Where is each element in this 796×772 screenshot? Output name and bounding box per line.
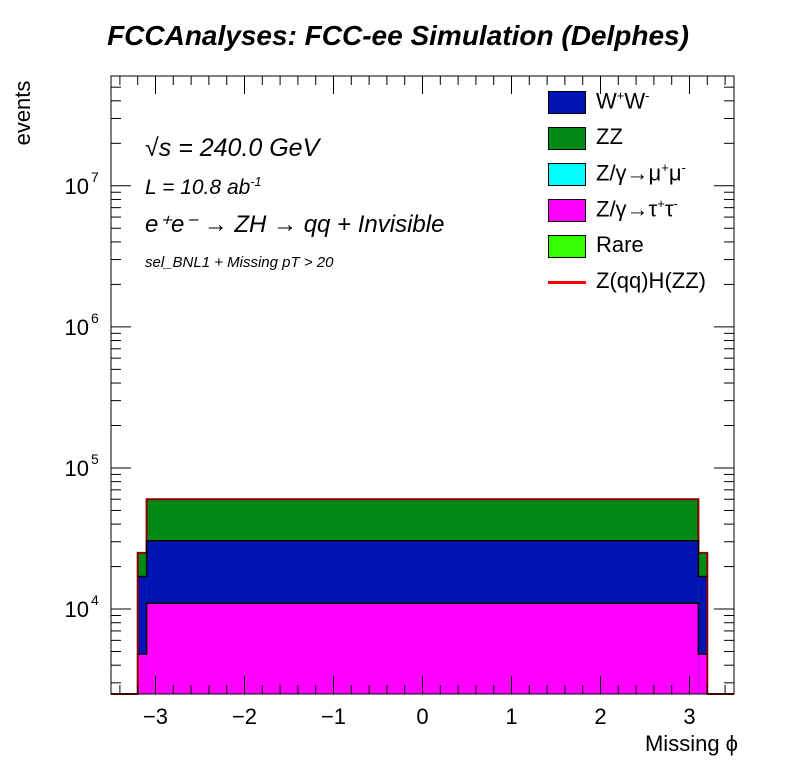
legend-entry: W+W-	[548, 88, 738, 116]
legend-label-part: Z/γ→τ	[596, 196, 658, 222]
legend-box-swatch	[548, 199, 586, 222]
process-annotation: e⁺e⁻ → ZH → qq + Invisible	[145, 211, 445, 238]
legend-label-part: +	[661, 160, 669, 175]
x-tick-label: 1	[505, 704, 517, 729]
legend-box-swatch	[548, 163, 586, 186]
legend-entry: ZZ	[548, 124, 738, 152]
y-tick-label-base: 10	[65, 597, 89, 622]
y-tick-label-exp: 7	[91, 169, 99, 185]
x-axis-label: Missing ϕ	[644, 731, 738, 756]
legend-box-swatch	[548, 127, 586, 150]
legend-label: W+W-	[596, 88, 649, 114]
sqrt-s-symbol: √s	[145, 134, 172, 162]
chart-title: FCCAnalyses: FCC-ee Simulation (Delphes)	[107, 20, 689, 51]
legend-label: Z(qq)H(ZZ)	[596, 268, 706, 294]
legend-entry: Z(qq)H(ZZ)	[548, 268, 738, 296]
bar-ww-bin-1	[137, 576, 147, 694]
legend-label: Rare	[596, 232, 644, 258]
legend-box-swatch	[548, 91, 586, 114]
y-tick-label-exp: 4	[91, 592, 99, 608]
legend-label-part: -	[673, 196, 678, 211]
legend-entry: Z/γ→μ+μ-	[548, 160, 738, 188]
legend-label-part: +	[657, 196, 665, 211]
luminosity-annotation: L = 10.8 ab-1	[145, 175, 262, 200]
legend-label-part: -	[645, 88, 650, 103]
legend-label: ZZ	[596, 124, 623, 150]
x-tick-label: −3	[143, 704, 168, 729]
legend-label: Z/γ→μ+μ-	[596, 160, 686, 186]
y-tick-label-base: 10	[65, 456, 89, 481]
bar-ww-bin-3	[698, 576, 708, 694]
legend-entry: Z/γ→τ+τ-	[548, 196, 738, 224]
sqrt-s-annotation: √s = 240.0 GeV	[145, 134, 319, 163]
x-tick-label: −2	[232, 704, 257, 729]
legend-label-part: Z(qq)H(ZZ)	[596, 268, 706, 293]
stack-edge-ww	[137, 539, 708, 578]
luminosity-text: L = 10.8 ab	[145, 176, 251, 199]
y-tick-label-exp: 5	[91, 451, 99, 467]
selection-annotation: sel_BNL1 + Missing pT > 20	[145, 254, 334, 271]
x-tick-label: 2	[594, 704, 606, 729]
legend-label-part: Rare	[596, 232, 644, 257]
y-tick-label-base: 10	[65, 174, 89, 199]
y-tick-label-exp: 6	[91, 310, 99, 326]
legend-label-part: ZZ	[596, 124, 623, 149]
x-tick-label: 0	[416, 704, 428, 729]
legend-label-part: τ	[664, 196, 674, 222]
legend-label-part: +	[616, 88, 625, 103]
signal-zqq-hzz-line	[111, 498, 734, 695]
legend-label-part: W	[624, 88, 646, 114]
x-tick-label: 3	[683, 704, 695, 729]
luminosity-exponent: -1	[250, 175, 262, 189]
legend-entry: Rare	[548, 232, 738, 260]
sqrt-s-value: = 240.0 GeV	[178, 134, 320, 162]
legend-label: Z/γ→τ+τ-	[596, 196, 678, 222]
legend-line-swatch	[548, 281, 586, 284]
stack-edge-tautau	[137, 602, 708, 655]
legend-label-part: Z/γ→μ	[596, 160, 662, 186]
y-tick-label-base: 10	[65, 315, 89, 340]
legend-label-part: -	[681, 160, 686, 175]
bar-tautau-bin-1	[137, 654, 147, 694]
bar-tautau-bin-3	[698, 654, 708, 694]
x-tick-label: −1	[321, 704, 346, 729]
legend-label-part: W	[596, 88, 617, 114]
legend-box-swatch	[548, 235, 586, 258]
legend-label-part: μ	[668, 160, 682, 186]
